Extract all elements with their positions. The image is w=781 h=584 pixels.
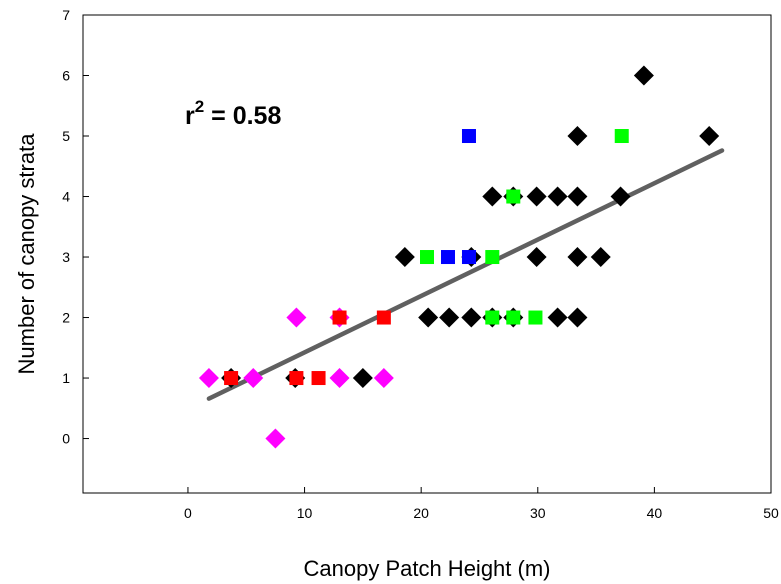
data-point-diamond [567,126,588,147]
data-point-diamond [567,307,588,328]
y-tick-label: 4 [62,189,70,205]
y-tick-label: 7 [62,7,70,23]
data-point-diamond [394,247,415,268]
data-point-square [440,250,455,265]
y-tick-label: 1 [62,370,70,386]
x-tick-label: 0 [184,505,192,521]
data-point-diamond [198,368,219,389]
data-point-square [485,250,500,265]
data-point-diamond [329,368,350,389]
data-point-diamond [567,186,588,207]
axis-ticks: 0 10 20 30 40 50 0 1 2 3 4 5 6 7 [62,7,779,521]
data-point-diamond [547,186,568,207]
y-tick-label: 3 [62,249,70,265]
x-tick-label: 10 [297,505,313,521]
data-point-square [420,250,434,265]
x-tick-label: 20 [413,505,429,521]
data-point-square [289,371,304,386]
y-tick-label: 6 [62,68,70,84]
data-point-diamond [286,307,307,328]
data-point-square [614,129,629,144]
annotation-value: = 0.58 [204,102,281,130]
data-point-square [528,310,543,325]
data-point-diamond [418,307,439,328]
data-point-diamond [610,186,631,207]
data-point-diamond [461,307,482,328]
data-point-diamond [590,247,611,268]
annotation-superscript: 2 [195,97,204,116]
x-tick-label: 50 [763,505,779,521]
data-point-diamond [633,65,654,86]
y-tick-label: 2 [62,310,70,326]
data-point-diamond [482,186,503,207]
r-squared-annotation: r2 = 0.58 [185,97,281,130]
regression-line [206,148,725,401]
data-point-diamond [243,368,264,389]
data-point-diamond [373,368,394,389]
data-point-diamond [352,368,373,389]
x-tick-label: 40 [647,505,663,521]
plot-frame [82,14,772,494]
data-point-square [376,310,391,325]
data-point-diamond [439,307,460,328]
data-point-square [461,250,476,265]
data-point-square [461,129,476,144]
data-point-square [332,310,347,325]
data-point-square [224,371,239,386]
y-axis-label: Number of canopy strata [14,133,39,375]
data-point-square [506,310,521,325]
annotation-base: r [185,102,195,130]
data-point-diamond [526,247,547,268]
data-points [198,65,720,449]
data-point-diamond [526,186,547,207]
data-point-diamond [547,307,568,328]
x-tick-label: 30 [530,505,546,521]
data-point-diamond [699,126,720,147]
data-point-diamond [265,428,286,449]
y-tick-label: 0 [62,431,70,447]
x-axis-label: Canopy Patch Height (m) [304,556,551,581]
data-point-square [311,371,326,386]
data-point-diamond [567,247,588,268]
data-point-square [485,310,500,325]
data-point-square [506,189,521,204]
y-tick-label: 5 [62,128,70,144]
